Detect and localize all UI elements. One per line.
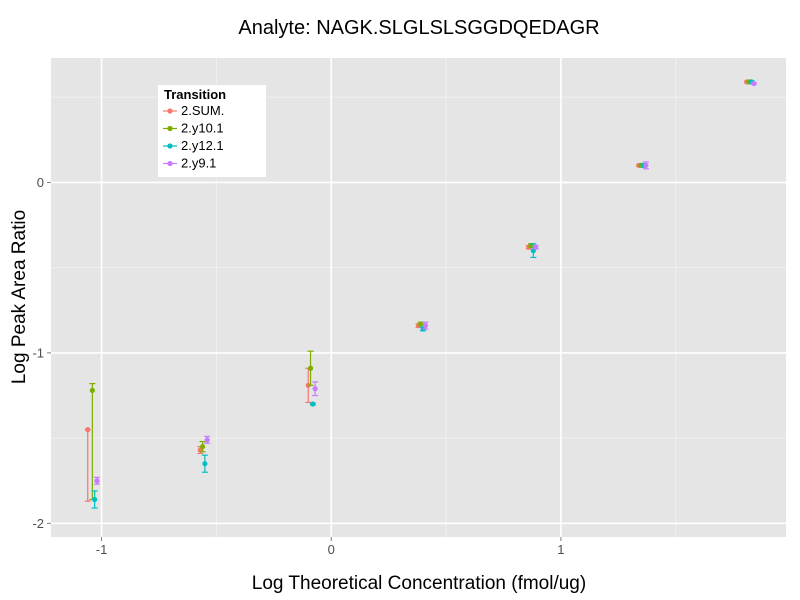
x-tick-label: 0 bbox=[328, 542, 335, 557]
legend-key-point bbox=[167, 108, 173, 114]
data-point bbox=[533, 244, 539, 250]
x-tick-label: 1 bbox=[557, 542, 564, 557]
legend-item: 2.y9.1 bbox=[163, 156, 216, 171]
y-tick-label: -2 bbox=[32, 516, 44, 531]
y-tick-label: 0 bbox=[37, 175, 44, 190]
data-point bbox=[312, 386, 318, 392]
y-axis-ticks: -2 -1 0 bbox=[32, 175, 51, 531]
data-point bbox=[89, 387, 95, 394]
x-axis-label: Log Theoretical Concentration (fmol/ug) bbox=[252, 573, 586, 594]
legend: Transition 2.SUM. 2.y10.1 2.y12.1 2.y9.1 bbox=[158, 85, 266, 177]
legend-key-point bbox=[167, 160, 173, 167]
data-point bbox=[418, 321, 424, 327]
data-point bbox=[204, 437, 210, 443]
series-2-y9-1 bbox=[93, 80, 757, 485]
data-point bbox=[643, 162, 649, 168]
grid-lines bbox=[51, 58, 786, 537]
data-point bbox=[751, 80, 757, 87]
data-marks bbox=[84, 79, 757, 509]
legend-label: 2.y9.1 bbox=[181, 156, 216, 171]
data-point bbox=[92, 496, 98, 503]
legend-box bbox=[158, 85, 266, 177]
data-point bbox=[307, 365, 314, 371]
data-point bbox=[94, 478, 100, 484]
data-point bbox=[202, 461, 208, 467]
y-axis-label: Log Peak Area Ratio bbox=[9, 210, 30, 384]
legend-title: Transition bbox=[164, 87, 226, 102]
legend-label: 2.SUM. bbox=[181, 103, 224, 118]
legend-label: 2.y10.1 bbox=[181, 121, 224, 136]
legend-items: 2.SUM. 2.y10.1 2.y12.1 2.y9.1 bbox=[163, 103, 224, 171]
legend-item: 2.SUM. bbox=[163, 103, 224, 118]
legend-key-point bbox=[167, 125, 173, 132]
y-tick-label: -1 bbox=[32, 345, 44, 360]
legend-key-point bbox=[167, 143, 173, 149]
x-axis-ticks: -1 0 1 bbox=[96, 537, 565, 557]
data-point bbox=[199, 444, 206, 450]
data-point bbox=[422, 323, 428, 329]
data-point bbox=[310, 401, 316, 407]
legend-label: 2.y12.1 bbox=[181, 138, 224, 153]
legend-item: 2.y12.1 bbox=[163, 138, 224, 153]
legend-item: 2.y10.1 bbox=[163, 121, 224, 136]
chart-title: Analyte: NAGK.SLGLSLSGGDQEDAGR bbox=[238, 17, 599, 39]
x-tick-label: -1 bbox=[96, 542, 108, 557]
data-point bbox=[85, 427, 91, 433]
